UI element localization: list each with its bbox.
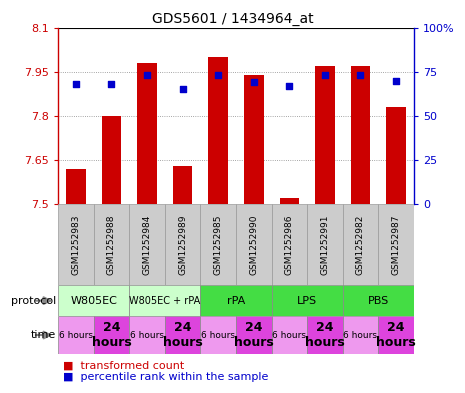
Text: W805EC: W805EC [70,296,117,306]
Text: 24
hours: 24 hours [92,321,131,349]
Text: GSM1252987: GSM1252987 [392,215,400,275]
Bar [173,166,193,204]
Bar [200,285,272,316]
Text: W805EC + rPA: W805EC + rPA [129,296,200,306]
Point [72,81,80,87]
Text: GSM1252986: GSM1252986 [285,215,294,275]
Text: GSM1252991: GSM1252991 [320,215,329,275]
Text: GDS5601 / 1434964_at: GDS5601 / 1434964_at [152,12,313,26]
Bar [200,316,236,354]
Text: LPS: LPS [297,296,317,306]
Bar [129,285,200,316]
Bar [307,204,343,285]
Bar [272,285,343,316]
Text: 24
hours: 24 hours [163,321,202,349]
Text: ■  percentile rank within the sample: ■ percentile rank within the sample [63,372,268,382]
Bar [343,204,379,285]
Point [392,77,400,84]
Bar [129,316,165,354]
Bar [279,198,299,204]
Bar [208,57,228,204]
Text: GSM1252984: GSM1252984 [143,215,152,275]
Text: PBS: PBS [368,296,389,306]
Bar [102,116,121,204]
Bar [94,204,129,285]
Text: 6 hours: 6 hours [130,331,164,340]
Bar [236,316,272,354]
Bar [272,316,307,354]
Text: GSM1252985: GSM1252985 [214,215,223,275]
Bar [272,204,307,285]
Point [214,72,222,78]
Bar [58,285,129,316]
Bar [165,204,200,285]
Point [108,81,115,87]
Bar [379,204,414,285]
Bar [200,204,236,285]
Bar [307,316,343,354]
Text: 6 hours: 6 hours [201,331,235,340]
Text: 6 hours: 6 hours [59,331,93,340]
Text: 24
hours: 24 hours [234,321,273,349]
Bar [343,285,414,316]
Text: protocol: protocol [11,296,56,306]
Bar [137,63,157,204]
Bar [386,107,406,204]
Text: time: time [31,330,56,340]
Bar [58,316,94,354]
Text: 6 hours: 6 hours [272,331,306,340]
Bar [379,316,414,354]
Point [179,86,186,93]
Point [321,72,329,78]
Bar [165,316,200,354]
Text: GSM1252990: GSM1252990 [249,215,258,275]
Text: rPA: rPA [227,296,245,306]
Bar [244,75,264,204]
Text: GSM1252988: GSM1252988 [107,215,116,275]
Text: 24
hours: 24 hours [376,321,416,349]
Text: 24
hours: 24 hours [305,321,345,349]
Text: GSM1252989: GSM1252989 [178,215,187,275]
Point [143,72,151,78]
Point [286,83,293,89]
Text: ■  transformed count: ■ transformed count [63,360,184,371]
Bar [236,204,272,285]
Bar [351,66,370,204]
Bar [94,316,129,354]
Bar [66,169,86,204]
Bar [343,316,379,354]
Bar [315,66,335,204]
Text: 6 hours: 6 hours [344,331,378,340]
Text: GSM1252982: GSM1252982 [356,215,365,275]
Bar [58,204,94,285]
Point [357,72,364,78]
Text: GSM1252983: GSM1252983 [72,215,80,275]
Bar [129,204,165,285]
Point [250,79,258,86]
